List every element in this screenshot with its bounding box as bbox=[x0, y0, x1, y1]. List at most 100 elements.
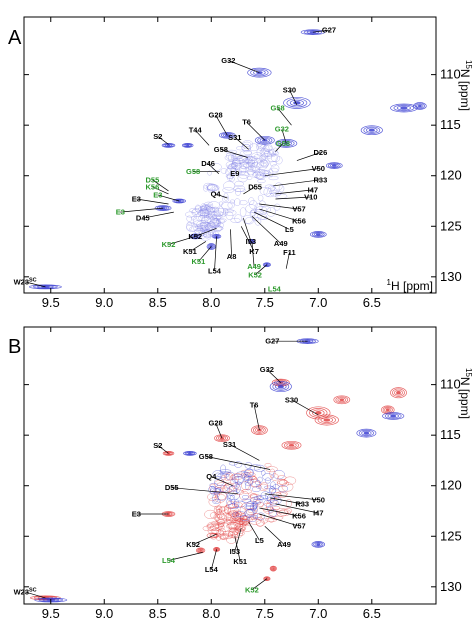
panel-a-peak-label-1: G32 bbox=[221, 56, 235, 65]
panel-a-peak-label-39: K51 bbox=[192, 257, 206, 266]
panel-a-leader-line-11 bbox=[220, 149, 248, 158]
panel-a-leader-line-2 bbox=[289, 89, 298, 106]
panel-b-peak-label-22: L54 bbox=[205, 565, 219, 574]
panel-a-leader-line-40 bbox=[214, 236, 217, 271]
panel-a-peak-label-13: D46 bbox=[201, 159, 215, 168]
panel-a-leader-line-24 bbox=[275, 196, 311, 200]
panel-b-peak-label-23: K52 bbox=[245, 585, 259, 594]
panel-b-peak-8 bbox=[382, 412, 405, 420]
panel-a-peak-label-36: K7 bbox=[249, 247, 259, 256]
panel-b-leader-line-17 bbox=[264, 525, 285, 545]
panel-a-leader-line-10 bbox=[275, 143, 284, 152]
panel-b-peak-label-6: S31 bbox=[223, 440, 236, 449]
panel-a-y-axis-title: 15N [ppm] bbox=[458, 60, 473, 111]
panel-a-frame bbox=[23, 16, 437, 294]
panel-a-x-tick-label-4: 7.5 bbox=[256, 295, 274, 310]
panel-b-peak-label-21: L54 bbox=[162, 556, 176, 565]
panel-a-leader-line-8 bbox=[157, 136, 169, 145]
panel-a-peak-label-12: D26 bbox=[314, 148, 328, 157]
panel-a-peak-label-22: Q4 bbox=[211, 189, 222, 198]
panel-b-peak-3 bbox=[306, 406, 331, 420]
panel-b-peaks bbox=[30, 338, 407, 603]
panel-b-x-tick-label-5: 7.0 bbox=[309, 606, 327, 621]
panel-a-peak-label-25: E3 bbox=[132, 195, 141, 204]
panel-a-peak-label-23: E3 bbox=[153, 190, 162, 199]
panel-a-peak-label-11: G58 bbox=[214, 145, 228, 154]
panel-a-y-tick-label-2: 120 bbox=[440, 168, 462, 183]
panel-a-leader-line-35 bbox=[189, 241, 207, 252]
panel-b-peak-label-15: V57 bbox=[292, 522, 305, 531]
panel-b-peak-24 bbox=[202, 504, 253, 544]
panel-b-leader-line-24 bbox=[25, 591, 46, 599]
panel-b-x-tick-label-3: 8.0 bbox=[202, 606, 220, 621]
panel-b-peak-label-0: G27 bbox=[265, 337, 279, 346]
panel-a-peak-23 bbox=[224, 140, 283, 180]
panel-a-peak-label-27: E3 bbox=[116, 208, 125, 217]
panel-b-peak-14 bbox=[281, 440, 302, 450]
panel-b-peak-label-10: V50 bbox=[312, 495, 325, 504]
panel-a-leader-line-32 bbox=[243, 218, 252, 242]
panel-a-leader-line-21 bbox=[275, 189, 313, 195]
panel-b-peak-label-3: T6 bbox=[250, 400, 259, 409]
panel-a-peak-label-26: V57 bbox=[292, 205, 305, 214]
panel-a-peak-label-9: S31 bbox=[228, 133, 241, 142]
panel-b-peak-label-24: W23SC bbox=[14, 587, 37, 596]
panel-b-peak-label-9: D55 bbox=[165, 483, 179, 492]
panel-b-x-tick-label-0: 9.5 bbox=[42, 606, 60, 621]
panel-a-y-tick-label-3: 125 bbox=[440, 218, 462, 233]
panel-a-peak-label-10: G58 bbox=[276, 139, 290, 148]
panel-a-peak-18 bbox=[262, 262, 271, 268]
panel-b-x-tick-label-4: 7.5 bbox=[256, 606, 274, 621]
panel-b-peak-18 bbox=[263, 576, 271, 582]
panel-a-peak-label-19: K56 bbox=[146, 182, 160, 191]
panel-b: B 9.5 9.0 8.5 8.0 7.5 7.0 6.5 110 115 120 125 130 15N… bbox=[8, 326, 473, 621]
panel-a-peak-label-0: G27 bbox=[322, 26, 336, 35]
panel-b-peak-9 bbox=[356, 428, 377, 438]
panel-a-peak-label-28: D45 bbox=[136, 214, 150, 223]
panel-a-peak-label-21: I47 bbox=[308, 185, 318, 194]
panel-b-leader-line-22 bbox=[210, 549, 217, 570]
panel-a-peak-label-17: R33 bbox=[314, 175, 328, 184]
panel-b-peak-label-12: I47 bbox=[313, 509, 323, 518]
panel-b-peak-7 bbox=[381, 405, 395, 415]
panel-b-peak-label-5: S2 bbox=[153, 441, 162, 450]
panel-b-peak-label-19: I53 bbox=[230, 547, 240, 556]
panel-a-x-tick-label-0: 9.5 bbox=[42, 295, 60, 310]
panel-a-leader-line-23 bbox=[157, 194, 180, 202]
panel-a-peak-label-29: K56 bbox=[292, 217, 306, 226]
panel-a-peaks bbox=[28, 29, 427, 290]
panel-a-leader-line-39 bbox=[198, 246, 212, 262]
panel-a-y-tick-label-0: 110 bbox=[440, 67, 461, 82]
panel-a-peak-6 bbox=[275, 139, 298, 148]
panel-a-leader-line-19 bbox=[152, 186, 169, 195]
panel-b-peak-label-4: G28 bbox=[209, 419, 223, 428]
panel-b-peak-6 bbox=[390, 387, 407, 399]
panel-a-x-tick-label-6: 6.5 bbox=[363, 295, 381, 310]
panel-b-peak-label-13: E3 bbox=[132, 510, 141, 519]
panel-a-peak-label-18: D55 bbox=[146, 175, 160, 184]
panel-b-peak-label-16: L5 bbox=[255, 536, 264, 545]
panel-a-x-tick-label-5: 7.0 bbox=[309, 295, 327, 310]
panel-a-peak-24 bbox=[185, 203, 227, 241]
panel-b-leader-line-15 bbox=[259, 513, 300, 527]
panel-a-peak-label-30: L5 bbox=[285, 225, 294, 234]
panel-a-peak-label-2: S30 bbox=[283, 85, 296, 94]
panel-a-peak-12 bbox=[309, 231, 327, 238]
panel-a-y-tick-label-1: 115 bbox=[440, 117, 461, 132]
panel-b-y-tick-label-0: 110 bbox=[440, 377, 461, 392]
panel-b-peak-4 bbox=[314, 414, 339, 426]
panel-b-peak-label-1: G32 bbox=[260, 365, 274, 374]
panel-b-peak-10 bbox=[251, 425, 268, 435]
panel-b-peak-label-2: S30 bbox=[285, 395, 298, 404]
panel-b-x-tick-label-2: 8.5 bbox=[149, 606, 167, 621]
panel-b-peak-12 bbox=[162, 451, 175, 456]
panel-b-leader-line-5 bbox=[157, 445, 169, 454]
panel-a-peak-15 bbox=[189, 233, 201, 240]
panel-b-peak-label-7: G58 bbox=[199, 452, 213, 461]
panel-b-peak-2 bbox=[269, 381, 292, 393]
panel-a-leader-line-31 bbox=[195, 227, 217, 237]
panel-a-peak-label-38: A8 bbox=[227, 252, 237, 261]
panel-a-peak-label-24: V10 bbox=[304, 193, 317, 202]
panel-b-y-tick-label-4: 130 bbox=[440, 579, 462, 594]
panel-b-x-tick-label-1: 9.0 bbox=[95, 606, 113, 621]
